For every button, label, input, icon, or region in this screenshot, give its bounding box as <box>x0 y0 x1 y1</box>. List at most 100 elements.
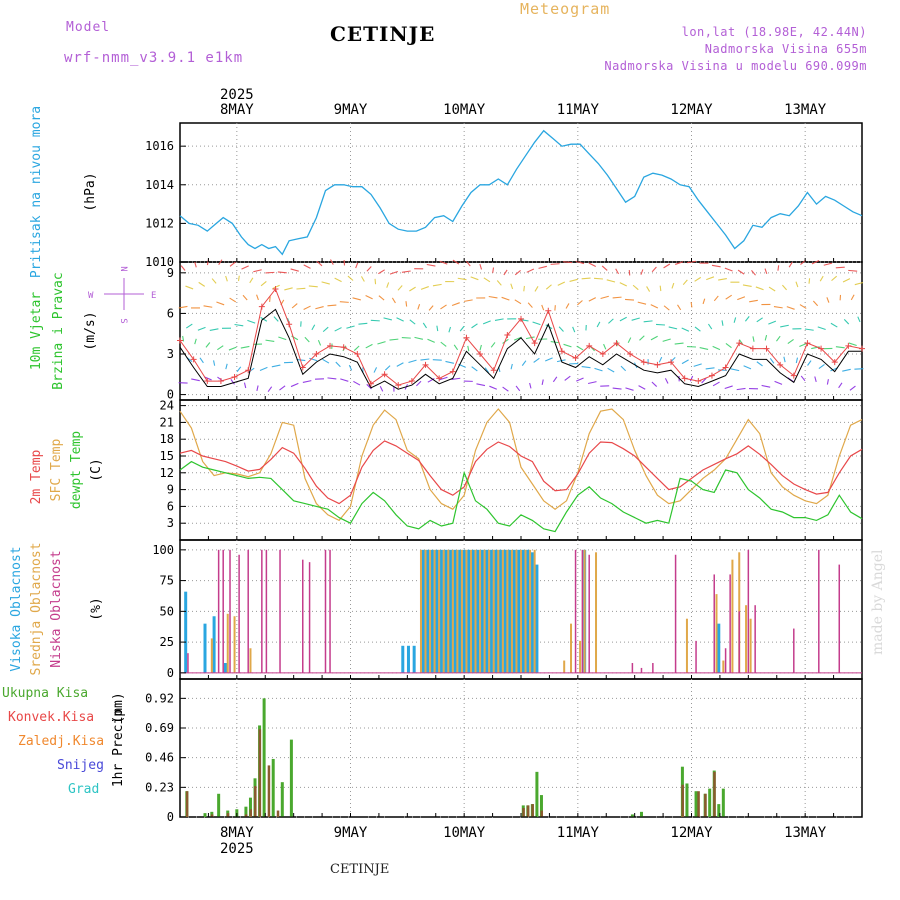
wind-gust-marker <box>777 361 784 368</box>
credit-watermark: made by Angel <box>870 549 886 656</box>
wind-arrow <box>271 364 281 368</box>
wind-arrow <box>492 267 495 273</box>
cloud-bar-2 <box>729 574 731 673</box>
wind-arrow <box>445 360 455 364</box>
wind-arrow <box>335 361 341 368</box>
wind-arrow <box>256 294 259 301</box>
precip-bar-1 <box>267 765 271 817</box>
wind-arrow <box>432 283 442 287</box>
wind-arrow <box>467 345 470 352</box>
wind-arrow <box>459 325 465 332</box>
model-name: wrf-nmm_v3.9.1 e1km <box>64 50 244 66</box>
wind-gust-marker <box>313 351 320 357</box>
wind-arrow <box>502 338 509 344</box>
wind-arrow <box>774 380 783 385</box>
cloud-bar-2 <box>247 549 249 673</box>
wind-arrow <box>545 357 553 362</box>
wind-arrow <box>510 283 514 290</box>
axis-labels: 1010101210141016036936912151821240255075… <box>2 87 863 857</box>
wind-arrow <box>534 286 539 292</box>
cloud-bar-1 <box>433 549 436 673</box>
wind-arrow <box>718 278 727 281</box>
wind-arrow <box>532 321 541 326</box>
cloud-bar-2 <box>217 549 220 673</box>
wind-gust-marker <box>217 378 224 385</box>
cloud-bar-0 <box>717 623 721 673</box>
wind-arrow <box>799 304 807 309</box>
wind-arrow <box>197 326 206 331</box>
wind-arrow <box>249 277 254 284</box>
wind-arrow <box>572 326 576 333</box>
ytick-label-2-4: 15 <box>160 449 174 463</box>
ytick-label-1-1: 3 <box>167 347 174 361</box>
precip-bar-0 <box>244 806 248 817</box>
cloud-bar-0 <box>184 591 188 673</box>
cloud-bar-1 <box>419 549 422 673</box>
wind-gust-marker <box>504 332 511 339</box>
precip-bar-1 <box>210 814 214 817</box>
wind-arrow <box>291 303 298 309</box>
wind-arrow <box>603 343 607 350</box>
wind-arrow <box>396 317 404 322</box>
cloud-bar-0 <box>212 616 216 673</box>
wind-arrow <box>701 377 707 384</box>
wind-arrow <box>588 262 596 268</box>
cloud-bar-2 <box>222 549 224 673</box>
wind-arrow <box>378 269 385 275</box>
wind-arrow <box>600 295 609 300</box>
wind-arrow <box>756 317 763 323</box>
ytick-label-3-3: 75 <box>160 574 174 588</box>
wind-arrow <box>725 294 733 300</box>
ytick-label-0-1: 1012 <box>145 216 174 230</box>
wind-arrow <box>526 268 535 273</box>
cloud-bar-1 <box>233 616 236 673</box>
wind-arrow <box>724 385 733 390</box>
cloud-bar-1 <box>438 549 441 673</box>
cloud-bar-1 <box>429 549 432 673</box>
wind-arrow <box>650 304 659 309</box>
wind-arrow <box>322 326 329 333</box>
wind-arrow <box>457 277 467 281</box>
footer-location: CETINJE <box>330 862 390 877</box>
cloud-bar-1 <box>447 549 450 673</box>
wind-arrow <box>668 326 678 330</box>
wind-arrow <box>185 285 194 290</box>
wind-arrow <box>849 385 856 391</box>
cloud-bar-0 <box>503 549 507 673</box>
ytick-label-4-1: 0.23 <box>145 780 174 794</box>
wind-arrow <box>304 336 310 343</box>
cloud-bar-0 <box>480 549 484 673</box>
wind-arrow <box>850 294 855 301</box>
wind-arrow <box>471 366 478 372</box>
wind-gust-marker <box>818 345 825 352</box>
wind-arrow <box>624 298 635 301</box>
wind-arrow <box>218 259 223 266</box>
cloud-bar-2 <box>229 549 231 673</box>
cloud-bar-1 <box>460 549 463 673</box>
top-day-label-5: 13MAY <box>784 102 827 118</box>
wind-arrow <box>303 305 311 310</box>
wind-arrow <box>702 298 706 305</box>
wind-arrow <box>563 261 572 264</box>
wind-arrow <box>593 277 604 280</box>
cloud-bar-0 <box>494 549 498 673</box>
wind-arrow <box>484 367 490 374</box>
wind-arrow <box>386 282 390 288</box>
wind-arrow <box>576 345 584 351</box>
precip-bar-0 <box>248 797 252 817</box>
model-altitude-label: Nadmorska Visina u modelu 690.099m <box>604 59 867 73</box>
wind-arrow <box>229 261 236 267</box>
wind-arrow <box>575 260 585 265</box>
wind-gust-marker <box>545 307 552 314</box>
wind-arrow <box>427 338 435 343</box>
wind-arrow <box>737 296 746 301</box>
wind-arrow <box>185 323 193 329</box>
wind-arrow <box>744 316 750 322</box>
cloud-bar-0 <box>203 623 207 673</box>
precip-bar-0 <box>217 793 221 817</box>
wind-arrow <box>256 385 259 391</box>
wind-arrow <box>416 380 422 387</box>
cloud-bar-1 <box>210 638 213 673</box>
wind-arrow <box>489 385 498 390</box>
wind-arrow <box>843 319 850 325</box>
